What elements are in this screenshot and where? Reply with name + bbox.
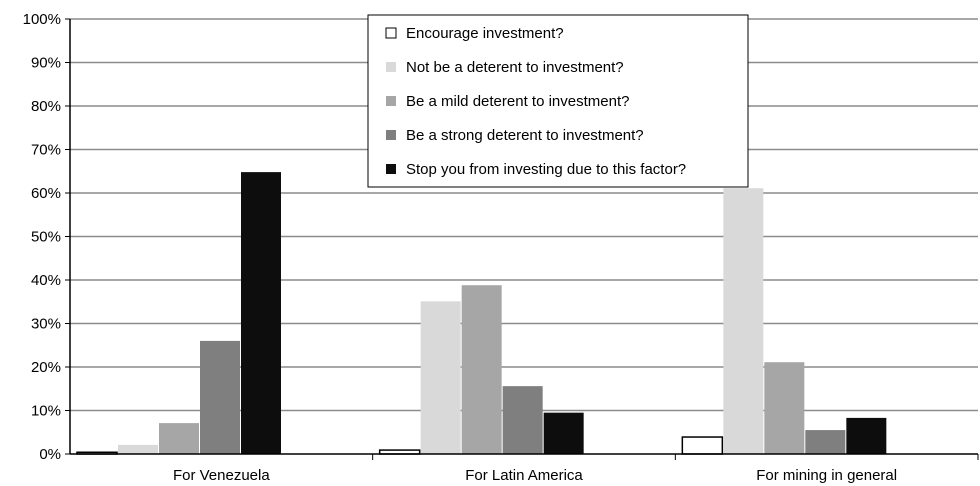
legend-swatch [386, 130, 396, 140]
bar [805, 430, 846, 454]
x-axis-labels: For Venezuela For Latin America For mining… [173, 467, 897, 484]
y-tick-label: 50% [31, 229, 61, 246]
bar [681, 436, 724, 455]
y-tick-label: 60% [31, 185, 61, 202]
legend-label: Stop you from investing due to this fact… [406, 161, 686, 178]
bar [241, 172, 281, 454]
legend-swatch [385, 27, 397, 39]
legend-box [367, 14, 749, 188]
bar [502, 386, 543, 454]
legend-swatch [386, 96, 396, 106]
y-tick-label: 10% [31, 403, 61, 420]
y-tick-label: 30% [31, 316, 61, 333]
bar [420, 301, 461, 454]
x-category-label: For Latin America [465, 467, 583, 484]
legend-label: Be a mild deterent to investment? [406, 93, 629, 110]
y-tick-label: 20% [31, 359, 61, 376]
legend: Encourage investment? Not be a deterent t… [367, 14, 749, 188]
x-category-label: For mining in general [756, 467, 897, 484]
bar [118, 444, 158, 454]
bars [76, 172, 887, 455]
y-tick-label: 70% [31, 142, 61, 159]
y-tick-label: 0% [39, 446, 61, 463]
legend-label: Encourage investment? [406, 25, 564, 42]
legend-label: Be a strong deterent to investment? [406, 127, 644, 144]
bar [200, 340, 240, 454]
bar [846, 417, 887, 454]
bar [159, 423, 199, 454]
legend-swatch [386, 62, 396, 72]
x-category-label: For Venezuela [173, 467, 270, 484]
y-tick-label: 100% [23, 11, 61, 28]
bar [461, 285, 502, 454]
y-tick-label: 90% [31, 55, 61, 72]
y-tick-label: 80% [31, 98, 61, 115]
bar [723, 188, 764, 454]
y-axis-ticks: 0% 10% 20% 30% 40% 50% 60% 70% 80% 90% 100% [23, 11, 70, 463]
bar [543, 412, 584, 454]
legend-label: Not be a deterent to investment? [406, 59, 624, 76]
legend-swatch [386, 164, 396, 174]
bar [764, 362, 805, 454]
axes [69, 19, 979, 460]
y-tick-label: 40% [31, 272, 61, 289]
